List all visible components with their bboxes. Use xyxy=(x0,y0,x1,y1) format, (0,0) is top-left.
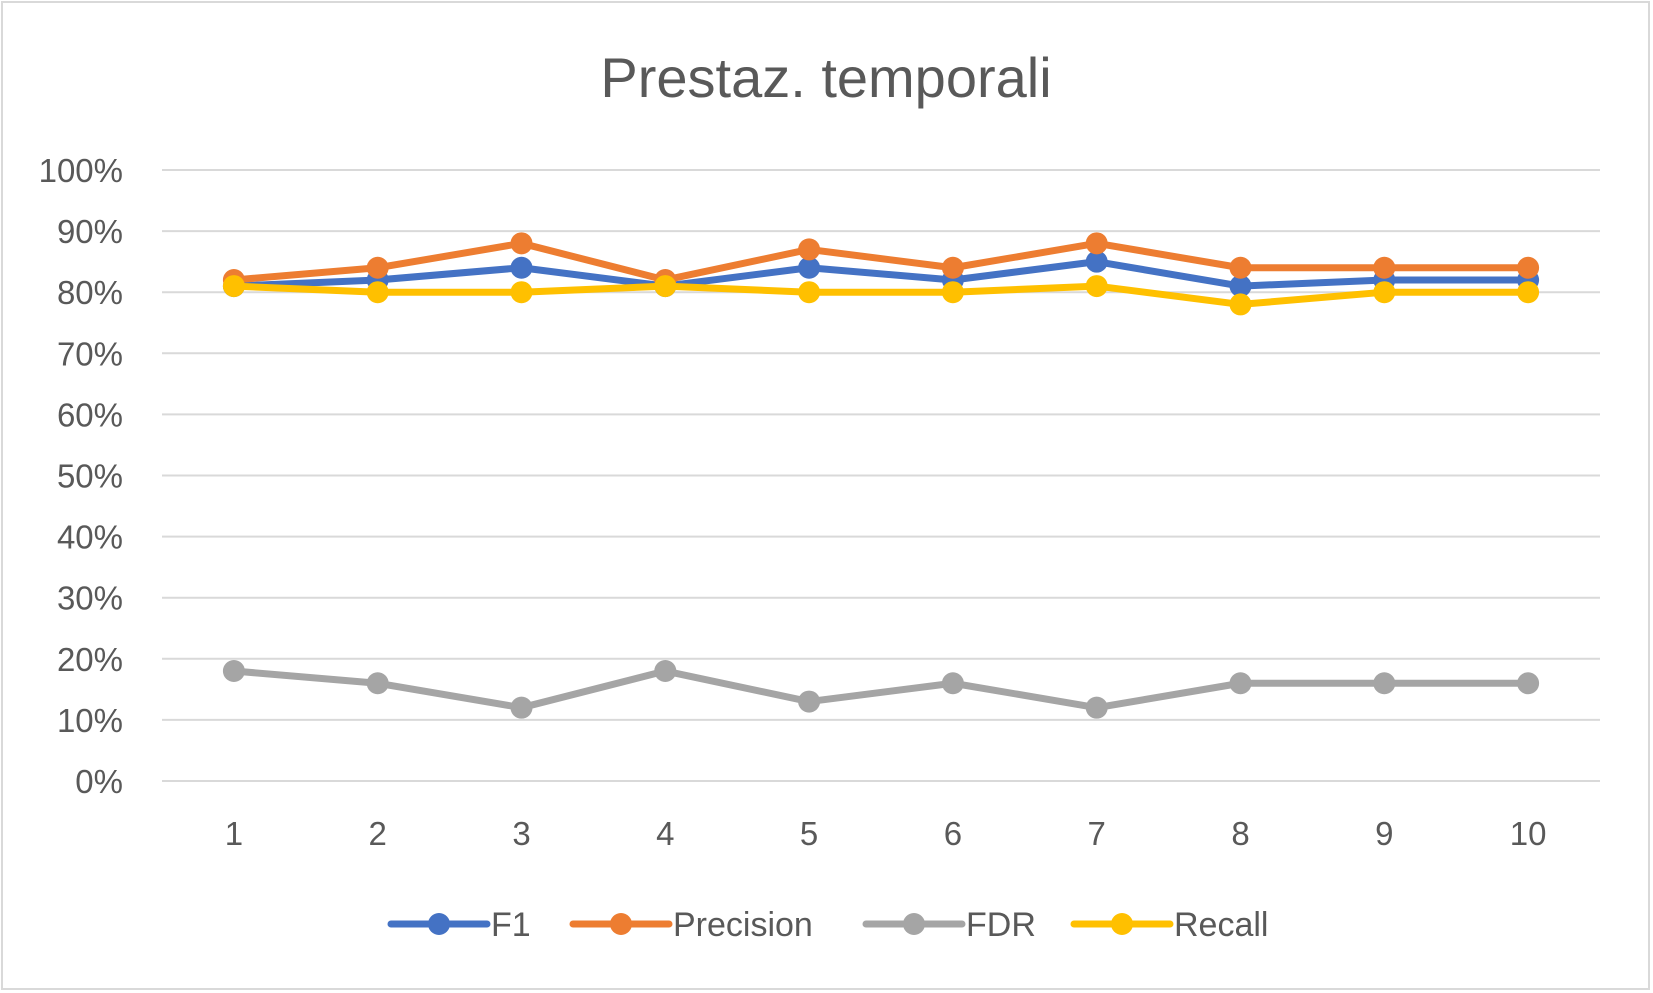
data-point-fdr xyxy=(1085,696,1108,719)
series-group xyxy=(222,232,1540,719)
data-point-recall xyxy=(1373,281,1396,304)
x-tick-label: 2 xyxy=(369,815,387,852)
legend-swatch-marker xyxy=(610,913,632,935)
legend-item-fdr: FDR xyxy=(862,906,1036,944)
legend-label: Recall xyxy=(1174,906,1268,944)
data-point-precision xyxy=(941,256,964,279)
x-axis-ticks: 1 2 3 4 5 6 7 8 9 10 xyxy=(225,815,1547,852)
x-tick-label: 8 xyxy=(1231,815,1249,852)
legend-item-precision: Precision xyxy=(569,906,813,944)
data-point-recall xyxy=(654,275,677,298)
data-point-fdr xyxy=(941,672,964,695)
data-point-f1 xyxy=(510,256,533,279)
data-point-recall xyxy=(366,281,389,304)
x-tick-label: 10 xyxy=(1510,815,1547,852)
data-point-fdr xyxy=(798,690,821,713)
x-tick-label: 6 xyxy=(944,815,962,852)
y-tick-label: 10% xyxy=(57,702,123,739)
legend-item-f1: F1 xyxy=(387,906,531,944)
series-recall xyxy=(222,275,1540,316)
data-point-fdr xyxy=(510,696,533,719)
y-tick-label: 20% xyxy=(57,641,123,678)
data-point-precision xyxy=(1229,256,1252,279)
series-line-precision xyxy=(230,239,1532,284)
legend-swatch-marker xyxy=(428,913,450,935)
x-tick-label: 5 xyxy=(800,815,818,852)
legend-item-recall: Recall xyxy=(1070,906,1268,944)
data-point-recall xyxy=(1517,281,1540,304)
data-point-recall xyxy=(1229,293,1252,316)
data-point-fdr xyxy=(1229,672,1252,695)
x-tick-label: 1 xyxy=(225,815,243,852)
y-tick-label: 60% xyxy=(57,396,123,433)
series-fdr xyxy=(222,660,1540,719)
x-tick-label: 9 xyxy=(1375,815,1393,852)
data-point-fdr xyxy=(1517,672,1540,695)
y-tick-label: 0% xyxy=(75,763,123,800)
data-point-recall xyxy=(798,281,821,304)
legend-label: FDR xyxy=(966,906,1036,944)
legend-swatch-marker xyxy=(903,913,925,935)
x-tick-label: 7 xyxy=(1088,815,1106,852)
data-point-f1 xyxy=(798,256,821,279)
y-tick-label: 50% xyxy=(57,458,123,495)
data-point-f1 xyxy=(1229,275,1252,298)
series-line-recall xyxy=(230,282,1532,308)
y-tick-label: 90% xyxy=(57,213,123,250)
data-point-precision xyxy=(366,256,389,279)
data-point-precision xyxy=(1373,256,1396,279)
series-line-fdr xyxy=(230,667,1532,712)
y-tick-label: 80% xyxy=(57,274,123,311)
y-tick-label: 70% xyxy=(57,335,123,372)
data-point-fdr xyxy=(654,660,677,683)
data-point-f1 xyxy=(1085,250,1108,273)
legend-swatch-marker xyxy=(1111,913,1133,935)
data-point-fdr xyxy=(366,672,389,695)
chart-title: Prestaz. temporali xyxy=(600,46,1051,109)
legend-label: Precision xyxy=(673,906,813,944)
data-point-precision xyxy=(798,238,821,261)
data-point-precision xyxy=(510,232,533,255)
data-point-recall xyxy=(1085,275,1108,298)
data-point-precision xyxy=(1085,232,1108,255)
y-tick-label: 30% xyxy=(57,580,123,617)
legend-label: F1 xyxy=(491,906,531,944)
x-tick-label: 3 xyxy=(512,815,530,852)
data-point-fdr xyxy=(222,660,245,683)
data-point-precision xyxy=(1517,256,1540,279)
series-line-f1 xyxy=(230,258,1532,290)
data-point-recall xyxy=(510,281,533,304)
legend: F1 Precision FDR Recall xyxy=(387,906,1268,944)
series-precision xyxy=(222,232,1540,291)
y-tick-label: 100% xyxy=(39,152,123,189)
y-axis-ticks: 0% 10% 20% 30% 40% 50% 60% 70% 80% 90% 100% xyxy=(39,152,123,800)
data-point-fdr xyxy=(1373,672,1396,695)
data-point-recall xyxy=(222,275,245,298)
data-point-recall xyxy=(941,281,964,304)
x-tick-label: 4 xyxy=(656,815,674,852)
y-tick-label: 40% xyxy=(57,519,123,556)
